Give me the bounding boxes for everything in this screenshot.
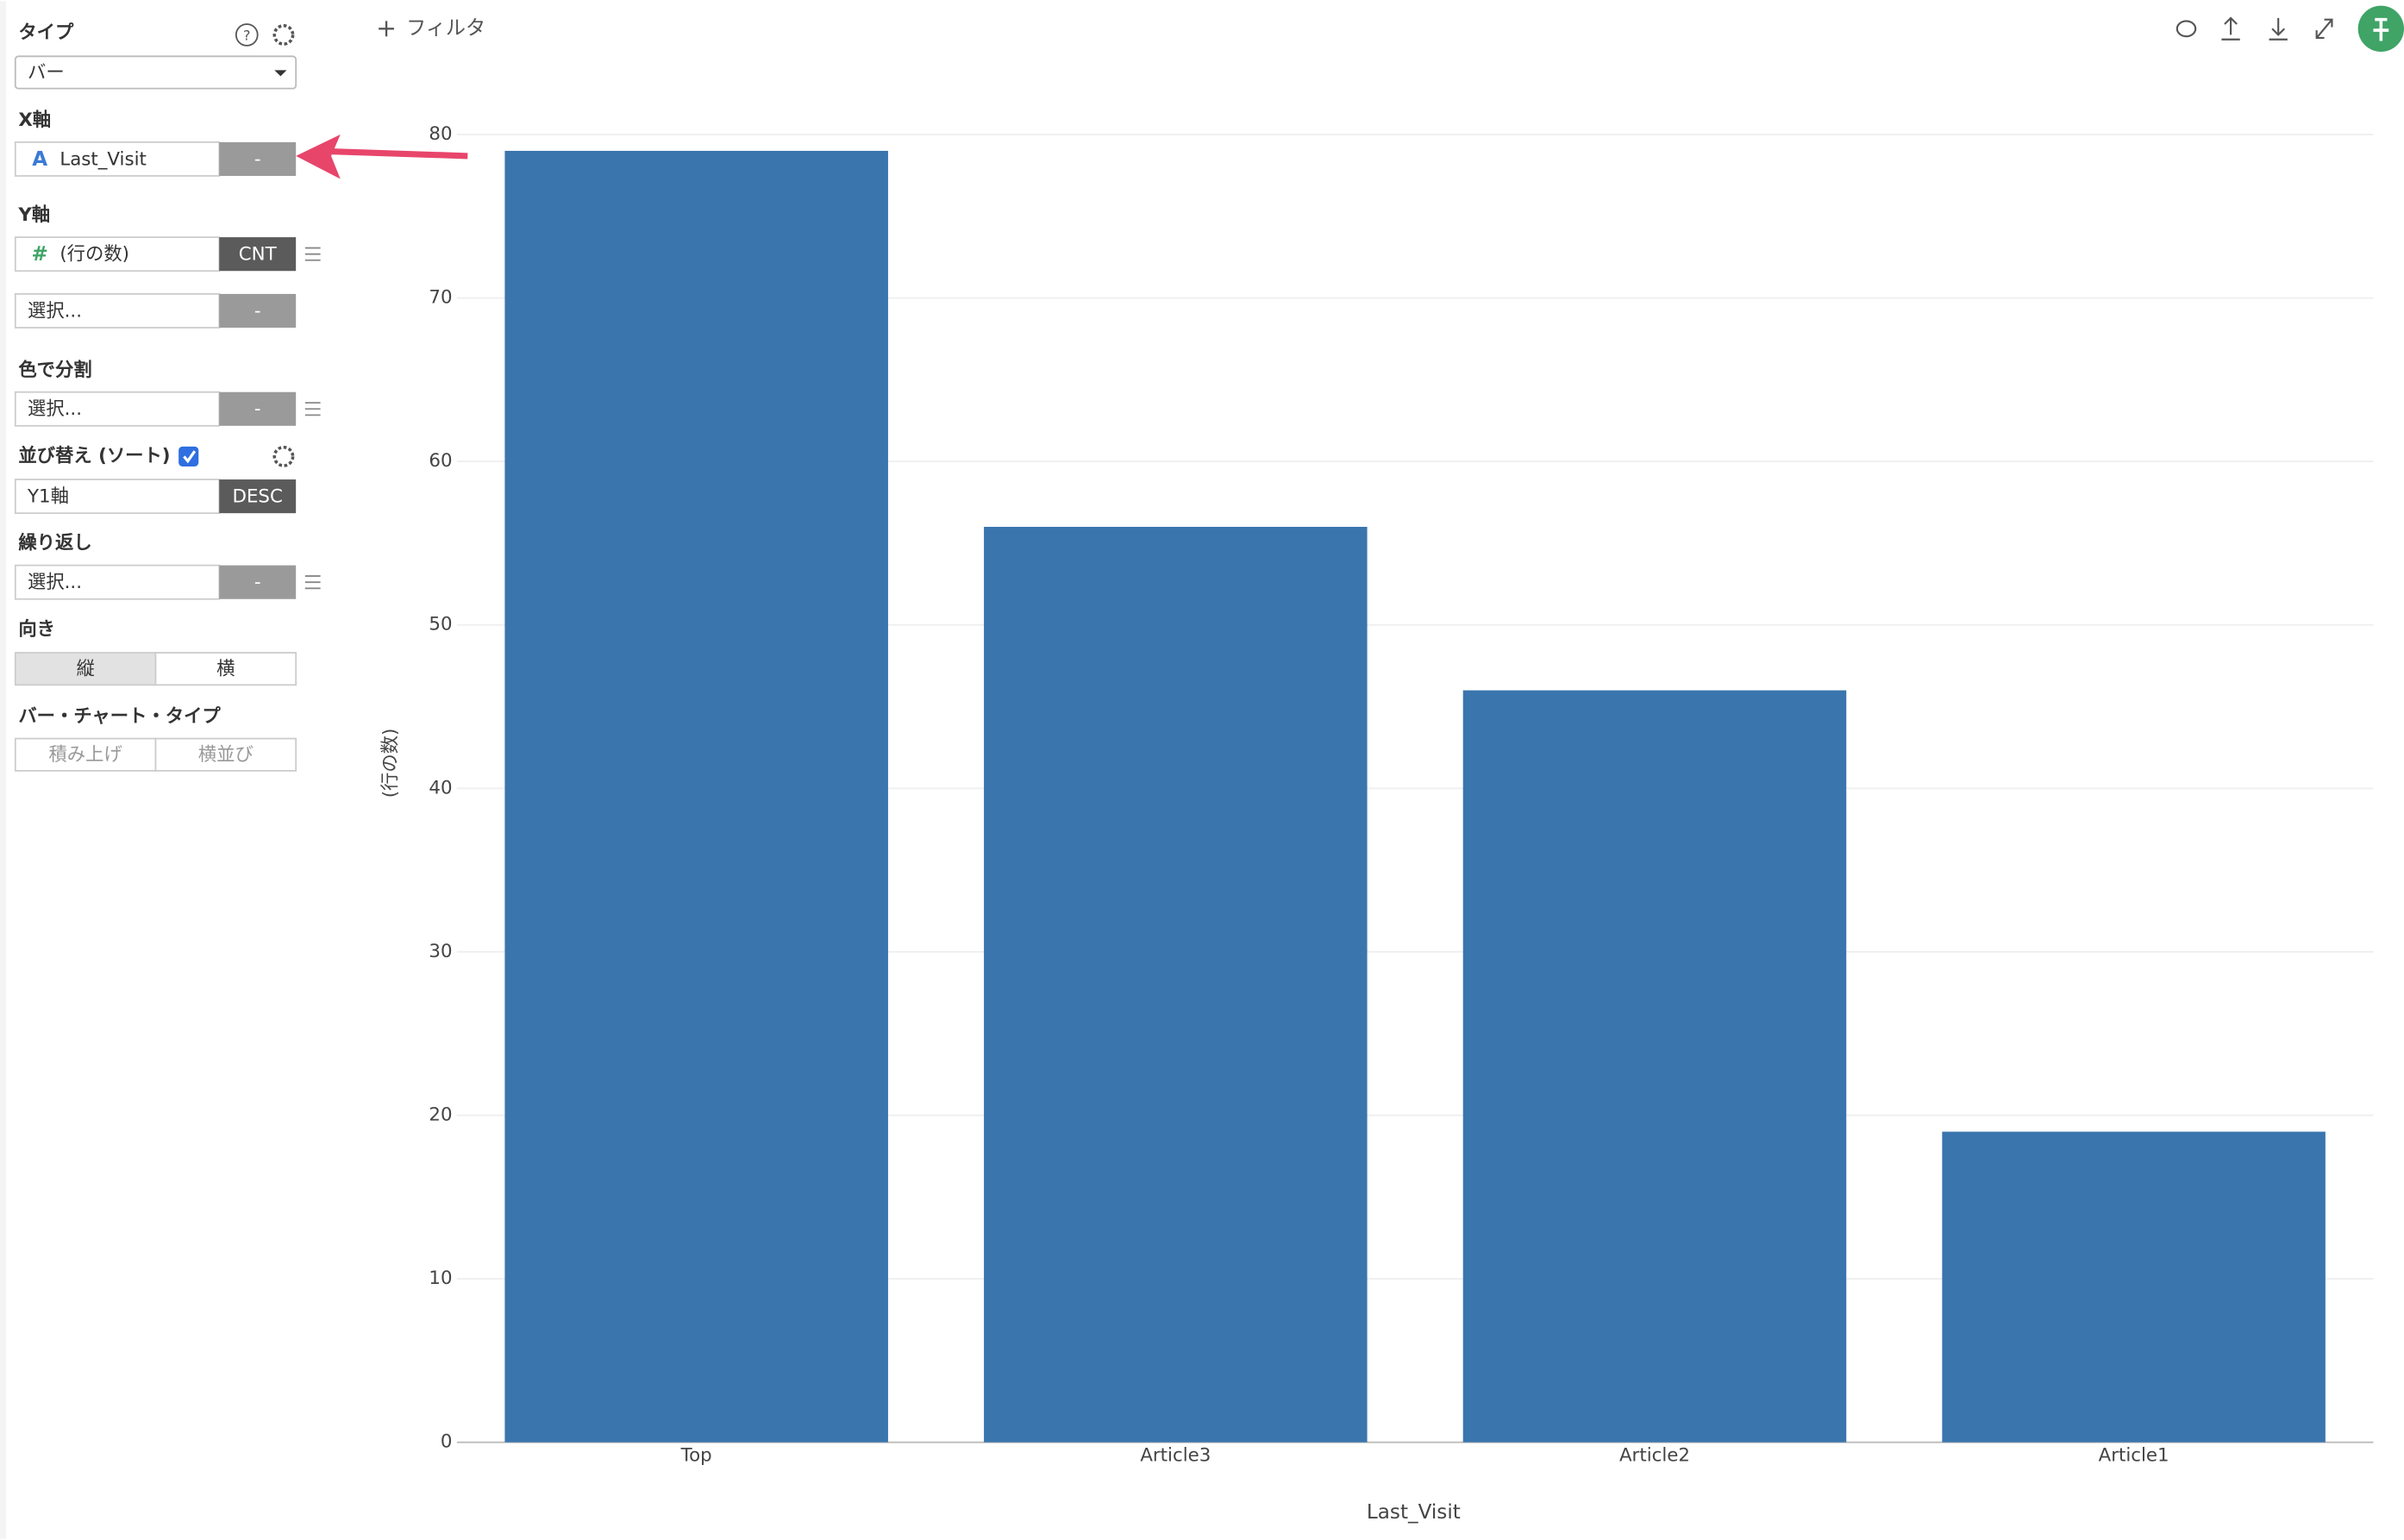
field-button-text: - [254, 300, 261, 322]
y-tick-label: 70 [429, 287, 452, 309]
field-box[interactable] [14, 564, 221, 600]
comment-icon[interactable] [2175, 20, 2197, 38]
dropdown-caret [274, 70, 287, 77]
field-text: Last_Visit [59, 148, 147, 170]
chart: 0 10 20 30 40 50 60 70 80 Top Article3 Article2 Arti… [379, 123, 2374, 1524]
y-tick-label: 10 [429, 1268, 452, 1289]
field-button-text: CNT [239, 244, 278, 266]
field-icon: # [32, 243, 48, 266]
y-tick-label: 0 [441, 1431, 453, 1453]
y-tick-label: 80 [429, 123, 452, 145]
field-text: 選択... [28, 572, 82, 593]
toggle-option-text: 積み上げ [48, 744, 122, 766]
filter-label: フィルタ [406, 17, 485, 40]
annotation-arrow [329, 147, 468, 160]
section-label: X軸 [18, 109, 51, 131]
help-glyph: ? [243, 28, 251, 44]
left-edge [0, 1, 7, 1539]
checkmark [183, 450, 197, 464]
bar [984, 526, 1368, 1443]
field-box[interactable] [14, 293, 221, 329]
sort-checkbox[interactable] [178, 446, 199, 466]
section-label: タイプ [18, 22, 74, 44]
sort-settings-icon[interactable] [272, 445, 295, 467]
download-icon[interactable] [2269, 17, 2288, 41]
field-button[interactable] [219, 479, 297, 514]
field-button[interactable] [219, 237, 297, 272]
field-text: 選択... [28, 300, 82, 322]
section-label: 向き [18, 617, 55, 640]
x-tick-label: Article3 [1140, 1445, 1211, 1467]
settings-icon[interactable] [272, 23, 295, 46]
y-tick-label: 50 [429, 614, 452, 635]
x-axis-title: Last_Visit [1367, 1501, 1461, 1524]
y-tick-label: 60 [429, 450, 452, 472]
x-tick-label: Article2 [1619, 1445, 1690, 1467]
upload-icon[interactable] [2221, 16, 2240, 41]
menu-icon[interactable] [304, 575, 321, 590]
type-dropdown[interactable] [14, 55, 297, 90]
toggle-option-text: 横並び [198, 744, 254, 766]
type-value: バー [28, 62, 65, 84]
toggle-option[interactable] [14, 652, 157, 686]
field-button[interactable] [219, 293, 297, 329]
field-box[interactable] [14, 479, 221, 515]
toggle-option-text: 横 [216, 659, 235, 680]
field-text: Y1軸 [27, 486, 69, 508]
filter-button[interactable]: フィルタ [379, 17, 485, 40]
toggle-option[interactable] [14, 737, 157, 772]
field-button-text: DESC [233, 486, 283, 508]
y-tick-label: 20 [429, 1105, 452, 1126]
field-button-text: - [254, 572, 261, 593]
field-text: (行の数) [59, 244, 129, 266]
y-tick-label: 40 [429, 777, 452, 798]
y-tick-label: 30 [429, 941, 452, 962]
field-button[interactable] [219, 391, 297, 426]
toggle-option[interactable] [154, 737, 297, 772]
bar [1462, 690, 1847, 1443]
field-button-text: - [254, 398, 261, 420]
section-label: Y軸 [17, 203, 50, 226]
plus-icon [379, 21, 394, 37]
menu-icon[interactable] [304, 247, 321, 261]
field-text: 選択... [28, 398, 82, 420]
field-button-text: - [254, 148, 261, 170]
toggle-option[interactable] [154, 652, 297, 686]
field-icon: A [32, 148, 47, 171]
section-label: 色で分割 [18, 359, 91, 381]
y-axis-title: (行の数) [379, 729, 401, 798]
section-label: バー・チャート・タイプ [18, 706, 221, 728]
section-label: 繰り返し [18, 532, 91, 554]
help-icon[interactable] [235, 23, 259, 47]
bar [1942, 1131, 2326, 1443]
field-button[interactable] [219, 565, 297, 599]
toggle-option-text: 縦 [76, 659, 94, 680]
section-label: 並び替え (ソート) [18, 444, 170, 466]
bar [504, 150, 888, 1443]
menu-icon[interactable] [304, 402, 321, 416]
x-tick-label: Top [680, 1445, 712, 1467]
pin-icon [2373, 17, 2389, 41]
annotation-arrowhead [296, 134, 341, 179]
x-tick-label: Article1 [2099, 1445, 2169, 1467]
expand-icon[interactable] [2315, 18, 2333, 40]
field-button[interactable] [219, 141, 297, 177]
